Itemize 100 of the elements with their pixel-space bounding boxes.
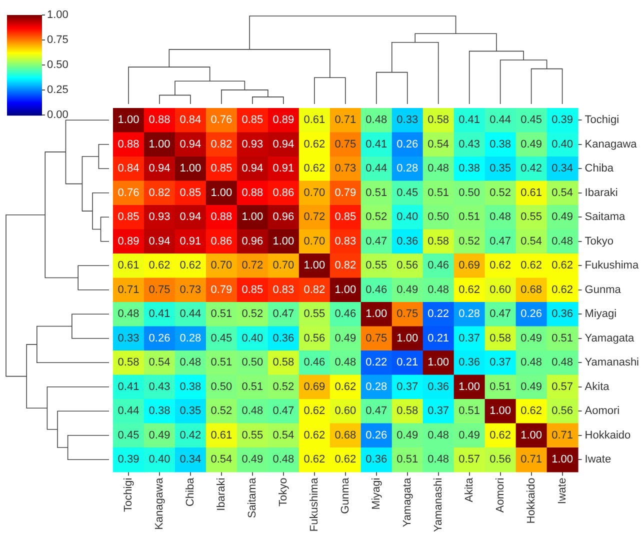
data-label: 0.49: [396, 429, 418, 442]
data-label: 0.45: [396, 186, 418, 199]
y-tick-label: Saitama: [584, 211, 626, 224]
data-label: 0.50: [458, 186, 480, 199]
x-tick-label: Ibaraki: [215, 478, 228, 511]
data-label: 0.45: [210, 332, 232, 344]
data-label: 0.88: [242, 186, 264, 199]
data-label: 0.51: [458, 405, 480, 418]
y-tick-label: Hokkaido: [584, 429, 631, 442]
data-label: 0.58: [428, 235, 450, 248]
data-label: 0.28: [180, 332, 202, 344]
data-label: 0.48: [428, 429, 450, 442]
data-label: 0.51: [366, 186, 388, 199]
data-label: 0.26: [520, 308, 542, 320]
x-tick-label: Saitama: [246, 476, 258, 518]
data-label: 0.52: [210, 405, 232, 418]
data-label: 0.62: [490, 429, 512, 442]
data-label: 0.69: [458, 260, 480, 272]
data-label: 0.43: [458, 138, 480, 150]
data-label: 0.62: [304, 454, 326, 466]
data-label: 0.68: [520, 284, 542, 296]
data-label: 0.45: [118, 429, 140, 442]
data-label: 0.85: [334, 211, 356, 224]
data-label: 0.26: [366, 429, 388, 442]
y-tick-label: Gunma: [584, 284, 622, 296]
data-label: 0.39: [552, 114, 573, 126]
data-label: 0.48: [428, 162, 450, 175]
y-tick-label: Yamanashi: [584, 356, 640, 369]
data-label: 0.58: [490, 332, 512, 344]
x-tick-label: Aomori: [494, 478, 506, 513]
data-label: 0.28: [458, 308, 480, 320]
data-label: 0.51: [552, 332, 573, 344]
data-label: 0.61: [118, 260, 140, 272]
data-label: 0.54: [520, 235, 542, 248]
data-label: 0.60: [490, 284, 512, 296]
data-label: 0.52: [242, 308, 264, 320]
x-tick-label: Iwate: [556, 478, 568, 504]
data-label: 0.21: [396, 356, 418, 369]
data-label: 0.51: [210, 308, 232, 320]
data-label: 0.48: [118, 308, 140, 320]
x-tick-label: Fukushima: [308, 476, 320, 532]
data-label: 0.71: [552, 429, 573, 442]
data-label: 0.37: [458, 332, 480, 344]
x-tick-label: Yamagata: [401, 476, 414, 528]
data-label: 1.00: [242, 211, 264, 224]
data-label: 0.85: [242, 114, 264, 126]
data-label: 0.49: [520, 138, 542, 150]
data-label: 0.88: [118, 138, 140, 150]
data-label: 0.45: [520, 114, 542, 126]
data-label: 0.42: [520, 162, 542, 175]
data-label: 0.86: [272, 186, 294, 199]
data-label: 0.94: [272, 138, 294, 150]
y-tick-label: Fukushima: [584, 260, 640, 272]
data-label: 0.50: [210, 380, 232, 393]
data-label: 0.37: [428, 405, 450, 418]
data-label: 0.52: [490, 186, 512, 199]
data-label: 0.62: [334, 380, 356, 393]
data-label: 0.49: [458, 429, 480, 442]
data-label: 0.47: [366, 235, 388, 248]
data-label: 0.35: [180, 405, 202, 418]
data-label: 1.00: [552, 454, 573, 466]
data-label: 0.44: [180, 308, 202, 320]
data-label: 0.55: [366, 260, 388, 272]
data-label: 0.40: [552, 138, 573, 150]
x-tick-label: Gunma: [339, 476, 352, 514]
data-label: 0.37: [396, 380, 418, 393]
data-label: 0.51: [396, 454, 418, 466]
x-tick-label: Hokkaido: [525, 478, 538, 524]
data-label: 0.88: [210, 211, 232, 224]
data-label: 1.00: [272, 235, 294, 248]
data-label: 0.47: [272, 405, 294, 418]
data-label: 0.38: [148, 405, 170, 418]
data-label: 0.61: [210, 429, 232, 442]
data-label: 0.34: [552, 162, 573, 175]
data-label: 0.49: [334, 332, 356, 344]
data-label: 0.57: [458, 454, 480, 466]
data-label: 0.38: [490, 138, 512, 150]
data-label: 0.48: [272, 454, 294, 466]
data-label: 0.85: [118, 211, 140, 224]
data-label: 0.46: [304, 356, 326, 369]
data-label: 0.82: [334, 260, 356, 272]
data-label: 0.44: [118, 405, 140, 418]
data-label: 0.26: [148, 332, 170, 344]
data-label: 0.37: [490, 356, 512, 369]
data-label: 0.96: [272, 211, 294, 224]
x-tick-label: Tochigi: [122, 478, 135, 512]
data-label: 0.48: [242, 405, 264, 418]
data-label: 0.62: [304, 162, 326, 175]
x-tick-label: Yamanashi: [432, 478, 444, 532]
data-label: 0.47: [490, 235, 512, 248]
data-label: 0.41: [366, 138, 388, 150]
data-label: 0.51: [458, 211, 480, 224]
data-label: 0.56: [396, 260, 418, 272]
x-tick-label: Chiba: [184, 476, 196, 507]
data-label: 0.61: [304, 114, 326, 126]
x-tick-label: Miyagi: [370, 478, 382, 510]
data-label: 0.49: [520, 380, 542, 393]
data-label: 0.68: [334, 429, 356, 442]
data-label: 0.22: [428, 308, 450, 320]
data-label: 0.54: [272, 429, 294, 442]
